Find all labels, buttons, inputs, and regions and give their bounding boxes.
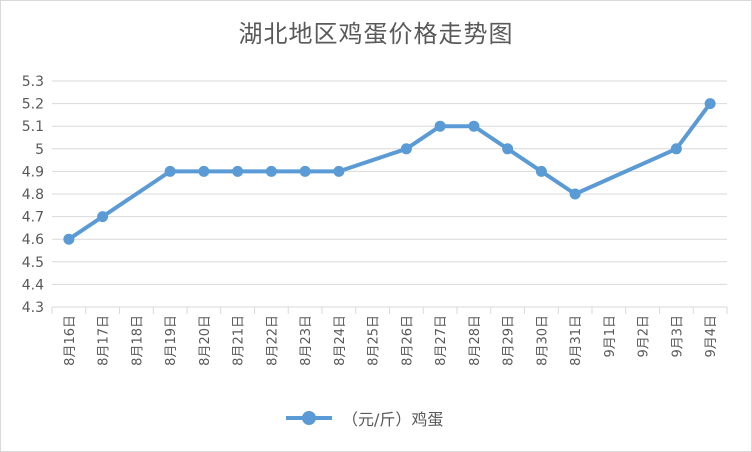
y-tick-label: 5.2 [22,97,44,113]
x-tick-label: 8月27日 [434,315,449,366]
data-point [704,98,716,110]
y-tick-label: 4.9 [22,164,44,180]
data-point [670,143,682,155]
data-point [198,165,210,177]
data-point [63,233,75,245]
data-point [299,165,311,177]
data-point [468,120,480,132]
y-tick-label: 5.1 [22,119,44,135]
data-point [502,143,514,155]
x-tick-label: 8月25日 [367,315,382,366]
y-tick-label: 4.7 [22,210,44,226]
data-point [97,211,109,223]
data-point [232,165,244,177]
legend-series-label: （元/斤）鸡蛋 [342,410,444,429]
x-tick-label: 8月19日 [164,315,179,366]
x-tick-label: 8月31日 [569,315,584,366]
data-point [333,165,345,177]
x-tick-label: 8月24日 [333,315,348,366]
x-tick-label: 9月3日 [670,315,685,358]
x-tick-label: 8月26日 [400,315,415,366]
chart-title: 湖北地区鸡蛋价格走势图 [238,20,514,48]
data-point [400,143,412,155]
y-tick-label: 4.8 [22,187,44,203]
data-point [535,165,547,177]
y-tick-label: 4.5 [22,255,44,271]
data-point [434,120,446,132]
x-tick-label: 8月20日 [198,315,213,366]
x-tick-label: 8月29日 [502,315,517,366]
y-tick-label: 4.3 [22,300,44,316]
x-tick-label: 9月1日 [603,315,618,358]
data-point [265,165,277,177]
x-tick-label: 8月22日 [265,315,280,366]
x-tick-label: 8月21日 [232,315,247,366]
x-tick-label: 8月30日 [535,315,550,366]
x-tick-label: 8月23日 [299,315,314,366]
x-tick-label: 8月17日 [97,315,112,366]
legend-series-marker [286,411,332,425]
y-tick-label: 5 [35,142,44,158]
x-tick-label: 8月16日 [63,315,78,366]
legend: （元/斤）鸡蛋 [286,406,443,430]
y-tick-label: 4.4 [22,277,44,293]
x-tick-label: 8月18日 [130,315,145,366]
y-tick-label: 5.3 [22,74,44,90]
data-point [164,165,176,177]
data-point [569,188,581,200]
series-line [66,101,713,242]
x-tick-label: 9月2日 [637,315,652,358]
x-tick-label: 9月4日 [704,315,719,358]
y-tick-label: 4.6 [22,232,44,248]
x-tick-label: 8月28日 [468,315,483,366]
